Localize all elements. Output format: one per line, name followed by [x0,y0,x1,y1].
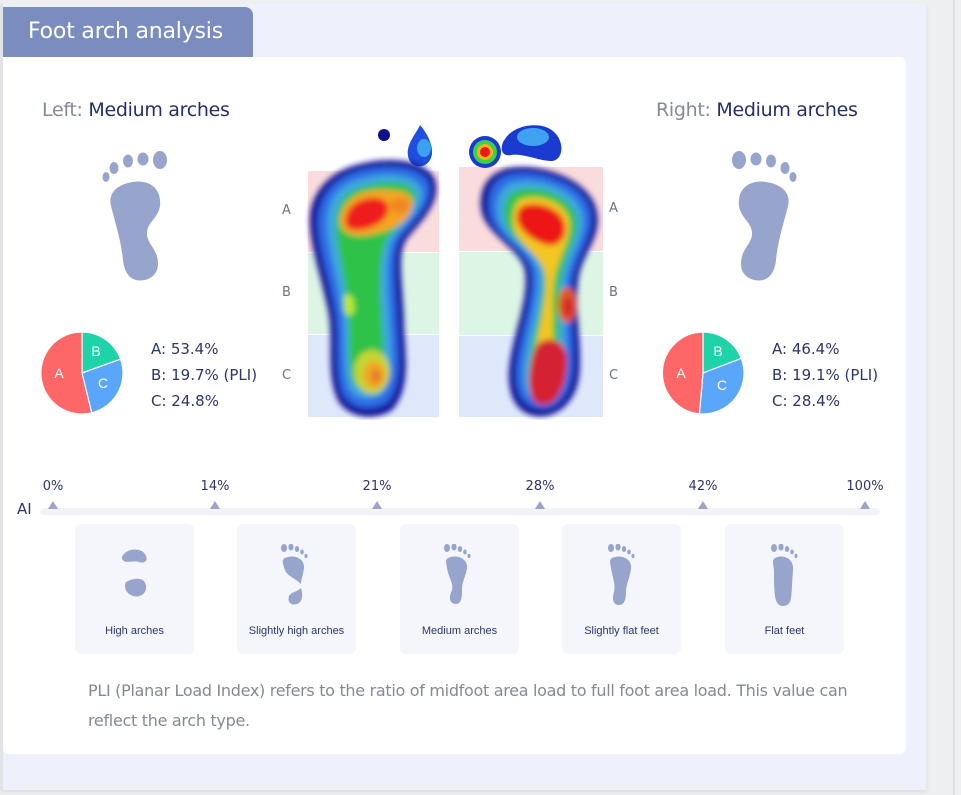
left-zone-c: C: 24.8% [151,392,219,410]
pie-slice-a [40,331,93,415]
right-zone-legend: A: 46.4% B: 19.1% (PLI) C: 28.4% [772,336,878,414]
pie-slice-b [702,331,743,374]
window-edge [926,0,961,795]
ai-axis-label: AI [17,500,32,518]
right-foot-icon [732,151,797,281]
ai-tick-42: 42% [688,479,718,494]
right-zone-pie-chart: A B C [661,331,745,415]
pie-slice-b [81,331,122,374]
ai-scale-bar [40,508,880,515]
arch-type-card-slightly-flat-feet: Slightly flat feet [562,524,681,654]
ai-tick-21: 21% [362,479,392,494]
svg-text:C: C [98,375,108,391]
ai-tick-marker-icon [698,501,708,509]
right-arch-type: Medium arches [716,99,858,121]
high-arches-foot-icon [121,549,147,597]
ai-tick-marker-icon [860,501,870,509]
right-heatmap-zone-b-label: B [609,285,618,300]
left-heatmap-zone-b-label: B [282,285,291,300]
right-heatmap-zone-a-label: A [609,201,618,216]
arch-type-card-flat-feet: Flat feet [725,524,844,654]
arch-type-label: Slightly flat feet [584,625,659,637]
left-label: Left: [42,99,89,121]
section-title: Foot arch analysis [28,19,223,44]
svg-text:B: B [713,343,722,359]
svg-text:A: A [54,365,64,381]
slightly-flat-feet-foot-icon [607,544,634,605]
arch-type-label: Medium arches [421,625,498,637]
left-zone-legend: A: 53.4% B: 19.7% (PLI) C: 24.8% [151,336,257,414]
left-zone-pie-chart: A B C [40,331,124,415]
right-zone-a: A: 46.4% [772,340,840,358]
ai-tick-marker-icon [535,501,545,509]
arch-type-card-slightly-high-arches: Slightly high arches [237,524,356,654]
arch-type-label: High arches [105,625,164,637]
ai-tick-marker-icon [210,501,220,509]
ai-tick-marker-icon [48,501,58,509]
section-title-tab: Foot arch analysis [3,7,253,57]
right-label: Right: [656,99,717,121]
right-foot-pressure-heatmap [459,125,603,417]
pie-slice-c [698,357,745,415]
ai-tick-14: 14% [200,479,230,494]
left-zone-b: B: 19.7% (PLI) [151,366,258,384]
medium-arches-foot-icon [443,544,470,604]
right-zone-b: B: 19.1% (PLI) [772,366,879,384]
svg-text:C: C [717,377,727,393]
left-arch-type: Medium arches [88,99,230,121]
ai-tick-0: 0% [42,479,64,494]
left-heatmap-zone-a-label: A [282,203,291,218]
ai-tick-100: 100% [846,479,884,494]
left-foot-title: Left: Medium arches [42,99,230,121]
slightly-high-arches-foot-icon [280,544,307,605]
arch-type-label: Slightly high arches [248,625,345,637]
right-zone-c: C: 28.4% [772,392,840,410]
left-zone-a: A: 53.4% [151,340,219,358]
arch-type-card-high-arches: High arches [75,524,194,654]
left-foot-icon [102,151,167,281]
right-foot-title: Right: Medium arches [656,99,858,121]
ai-tick-28: 28% [525,479,555,494]
left-heatmap-zone-c-label: C [282,368,292,383]
pie-slice-a [661,331,704,415]
svg-text:B: B [91,343,100,359]
ai-tick-marker-icon [372,501,382,509]
pie-slice-c [81,358,124,414]
pli-explanation-note: PLI (Planar Load Index) refers to the ra… [88,681,848,730]
flat-feet-foot-icon [770,544,797,606]
left-foot-pressure-heatmap [308,125,439,417]
arch-type-label: Flat feet [764,625,805,637]
right-heatmap-zone-c-label: C [609,368,619,383]
arch-type-card-medium-arches: Medium arches [400,524,519,654]
svg-text:A: A [676,365,686,381]
